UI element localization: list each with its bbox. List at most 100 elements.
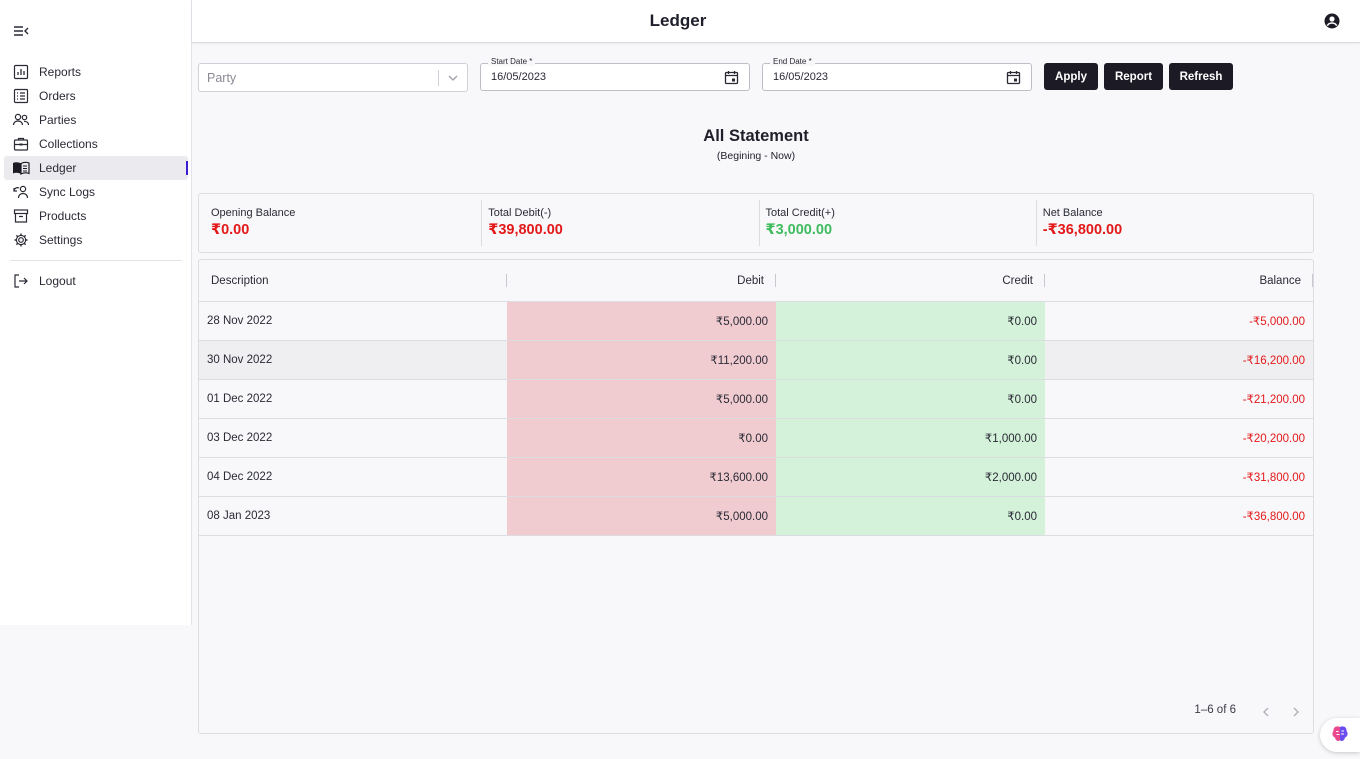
users-icon [12, 111, 30, 129]
list-icon [12, 87, 30, 105]
chevron-left-icon[interactable] [1259, 705, 1273, 719]
column-separator[interactable] [1312, 274, 1313, 287]
column-label: Balance [1259, 274, 1301, 287]
cell-debit: ₹5,000.00 [507, 302, 776, 340]
summary-value: ₹0.00 [211, 222, 250, 238]
party-placeholder: Party [207, 71, 237, 85]
statement-title: All Statement [703, 127, 809, 145]
cell-credit: ₹0.00 [776, 497, 1045, 535]
select-divider [438, 70, 439, 86]
summary-label: Total Debit(-) [488, 207, 552, 219]
account-circle-icon[interactable] [1323, 12, 1341, 30]
table-row[interactable]: 28 Nov 2022 ₹5,000.00 ₹0.00 -₹5,000.00 [199, 302, 1313, 341]
table-row[interactable]: 01 Dec 2022 ₹5,000.00 ₹0.00 -₹21,200.00 [199, 380, 1313, 419]
summary-value: -₹36,800.00 [1042, 222, 1123, 238]
start-date-value: 16/05/2023 [491, 71, 547, 83]
cell-description: 03 Dec 2022 [207, 432, 273, 444]
column-header-debit[interactable]: Debit [507, 260, 776, 301]
cell-debit: ₹5,000.00 [507, 497, 776, 535]
table-row[interactable]: 30 Nov 2022 ₹11,200.00 ₹0.00 -₹16,200.00 [199, 341, 1313, 380]
sidebar-item-sync-logs[interactable]: Sync Logs [4, 180, 188, 204]
cell-debit: ₹11,200.00 [507, 341, 776, 379]
refresh-button[interactable]: Refresh [1169, 63, 1233, 90]
cell-credit: ₹2,000.00 [776, 458, 1045, 496]
sidebar-item-label: Reports [39, 65, 82, 79]
sidebar-item-reports[interactable]: Reports [4, 60, 188, 84]
cell-credit: ₹0.00 [776, 380, 1045, 418]
sidebar-item-label: Products [39, 209, 87, 223]
column-header-credit[interactable]: Credit [776, 260, 1045, 301]
column-separator[interactable] [1044, 274, 1045, 287]
summary-label: Opening Balance [211, 207, 296, 219]
top-bar: Ledger [192, 0, 1360, 43]
sidebar-item-parties[interactable]: Parties [4, 108, 188, 132]
sidebar-item-label: Ledger [39, 161, 77, 175]
sidebar: Reports Orders Parties Collections Ledge… [0, 0, 192, 625]
cell-description: 04 Dec 2022 [207, 471, 273, 483]
menu-collapse-icon[interactable] [12, 23, 30, 39]
summary-label: Total Credit(+) [765, 207, 835, 219]
party-select[interactable]: Party [198, 63, 468, 92]
briefcase-icon [12, 135, 30, 153]
column-header-balance[interactable]: Balance [1045, 260, 1313, 301]
column-header-description[interactable]: Description [199, 260, 507, 301]
table-header: Description Debit Credit Balance [199, 260, 1313, 302]
summary-value: ₹39,800.00 [488, 222, 563, 238]
cell-description: 01 Dec 2022 [207, 393, 273, 405]
cell-balance: -₹20,200.00 [1242, 433, 1305, 445]
total-debit: Total Debit(-) ₹39,800.00 [481, 194, 758, 252]
column-separator[interactable] [506, 274, 507, 287]
start-date-field[interactable]: Start Date * 16/05/2023 [480, 57, 750, 91]
cell-credit: ₹0.00 [776, 302, 1045, 340]
cell-description: 08 Jan 2023 [207, 510, 271, 522]
cell-balance: -₹21,200.00 [1242, 394, 1305, 406]
cell-balance: -₹5,000.00 [1249, 316, 1305, 328]
column-separator[interactable] [775, 274, 776, 287]
sidebar-item-settings[interactable]: Settings [4, 228, 188, 252]
calendar-icon[interactable] [724, 70, 739, 85]
start-date-label: Start Date * [488, 57, 536, 66]
sidebar-item-orders[interactable]: Orders [4, 84, 188, 108]
table-row[interactable]: 08 Jan 2023 ₹5,000.00 ₹0.00 -₹36,800.00 [199, 497, 1313, 536]
book-icon [12, 159, 30, 177]
summary-bar: Opening Balance ₹0.00 Total Debit(-) ₹39… [198, 193, 1314, 253]
cell-balance: -₹31,800.00 [1242, 472, 1305, 484]
sidebar-item-label: Collections [39, 137, 98, 151]
chevron-down-icon[interactable] [447, 72, 459, 84]
table-row[interactable]: 04 Dec 2022 ₹13,600.00 ₹2,000.00 -₹31,80… [199, 458, 1313, 497]
chevron-right-icon[interactable] [1289, 705, 1303, 719]
end-date-label: End Date * [770, 57, 815, 66]
column-label: Debit [737, 274, 764, 287]
end-date-value: 16/05/2023 [773, 71, 829, 83]
end-date-field[interactable]: End Date * 16/05/2023 [762, 57, 1032, 91]
sync-icon [12, 183, 30, 201]
sidebar-item-label: Logout [39, 274, 76, 288]
apply-button[interactable]: Apply [1044, 63, 1098, 90]
statement-subtitle: (Begining - Now) [716, 150, 796, 162]
logout-icon [12, 272, 30, 290]
table-row[interactable]: 03 Dec 2022 ₹0.00 ₹1,000.00 -₹20,200.00 [199, 419, 1313, 458]
sidebar-item-ledger[interactable]: Ledger [4, 156, 188, 180]
cell-debit: ₹5,000.00 [507, 380, 776, 418]
summary-label: Net Balance [1042, 207, 1103, 219]
brain-icon [1330, 724, 1350, 747]
ledger-table: Description Debit Credit Balance 28 Nov … [198, 259, 1314, 734]
sidebar-item-label: Parties [39, 113, 77, 127]
cell-debit: ₹0.00 [507, 419, 776, 457]
archive-icon [12, 207, 30, 225]
pagination-text: 1–6 of 6 [1194, 704, 1236, 716]
sidebar-item-logout[interactable]: Logout [4, 269, 188, 293]
sidebar-item-products[interactable]: Products [4, 204, 188, 228]
net-balance: Net Balance -₹36,800.00 [1035, 194, 1313, 252]
report-button[interactable]: Report [1104, 63, 1163, 90]
cell-balance: -₹16,200.00 [1242, 355, 1305, 367]
calendar-icon[interactable] [1006, 70, 1021, 85]
pagination: 1–6 of 6 [1013, 691, 1313, 733]
assistant-button[interactable] [1320, 718, 1360, 752]
sidebar-item-collections[interactable]: Collections [4, 132, 188, 156]
cell-description: 28 Nov 2022 [207, 315, 273, 327]
sidebar-item-label: Sync Logs [39, 185, 96, 199]
cell-balance: -₹36,800.00 [1242, 511, 1305, 523]
chart-icon [12, 63, 30, 81]
cell-description: 30 Nov 2022 [207, 354, 273, 366]
